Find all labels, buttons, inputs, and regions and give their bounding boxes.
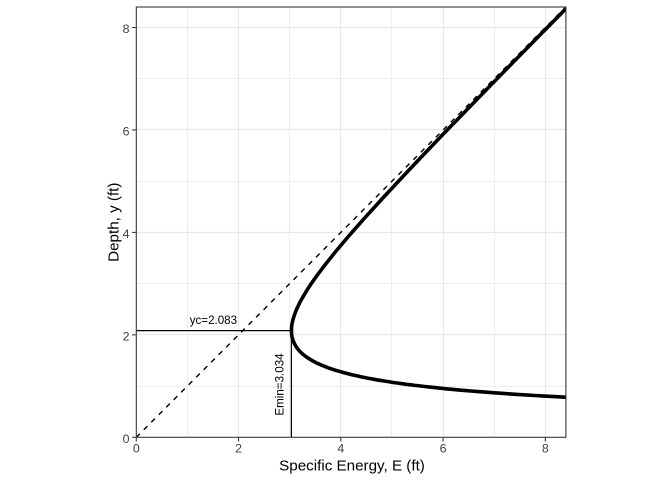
svg-text:6: 6 — [440, 442, 447, 456]
svg-text:8: 8 — [123, 22, 130, 36]
svg-text:4: 4 — [123, 227, 130, 241]
svg-text:4: 4 — [337, 442, 344, 456]
svg-text:Emin=3.034: Emin=3.034 — [274, 353, 287, 416]
svg-text:8: 8 — [542, 442, 549, 456]
svg-text:yc=2.083: yc=2.083 — [190, 314, 237, 327]
svg-text:2: 2 — [235, 442, 242, 456]
svg-text:0: 0 — [123, 432, 130, 446]
svg-text:Depth, y (ft): Depth, y (ft) — [105, 183, 122, 262]
svg-text:0: 0 — [133, 442, 140, 456]
svg-text:6: 6 — [123, 124, 130, 138]
svg-text:Specific Energy, E (ft): Specific Energy, E (ft) — [279, 457, 425, 474]
svg-text:2: 2 — [123, 329, 130, 343]
